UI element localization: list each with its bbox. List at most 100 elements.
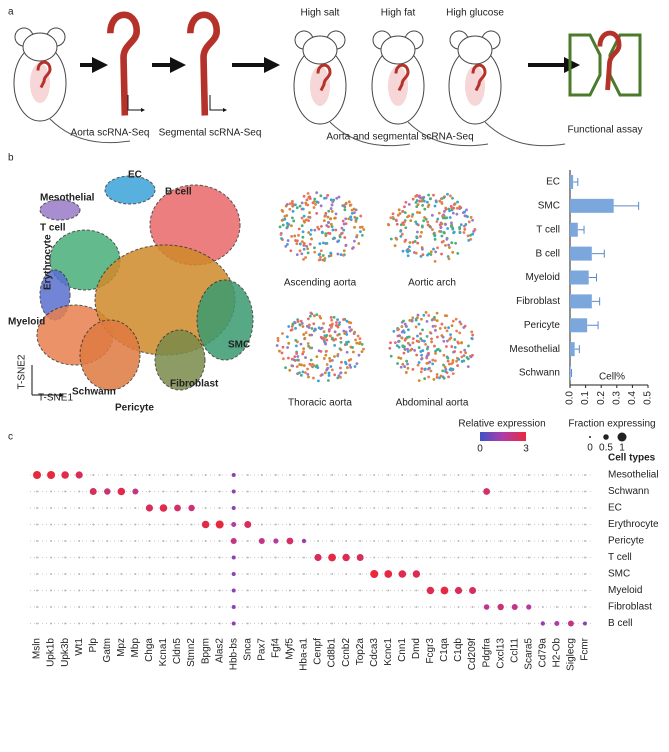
dot [541, 474, 544, 476]
tsne-point [326, 221, 330, 224]
dot [443, 474, 446, 476]
tsne-point [409, 219, 413, 223]
tsne-point [432, 193, 435, 197]
tsne-point [287, 325, 291, 328]
tsne-point [288, 202, 292, 206]
segment-title: Ascending aorta [284, 278, 357, 289]
tsne-point [467, 344, 470, 348]
tsne-point [302, 247, 306, 251]
tsne-point [296, 372, 299, 376]
tsne-point [317, 326, 321, 330]
dot [64, 606, 67, 608]
tsne-point [399, 356, 403, 360]
dot [345, 474, 348, 476]
tsne-point [358, 225, 362, 229]
dot [317, 622, 320, 625]
dot [415, 556, 418, 559]
dot [162, 523, 165, 526]
dot [471, 606, 474, 608]
tsne-point [460, 360, 464, 363]
row-label: Erythrocyte [608, 519, 659, 530]
dot [302, 589, 305, 592]
dot [457, 556, 460, 559]
assay-frame [568, 33, 642, 97]
dot [541, 540, 544, 542]
tsne-point [438, 229, 441, 233]
dot [429, 523, 432, 526]
tsne-point [451, 361, 455, 364]
dot [387, 589, 390, 592]
tsne-point [299, 373, 303, 377]
dot [499, 556, 502, 559]
tsne-point [421, 247, 424, 251]
tsne-point [417, 322, 421, 326]
tsne-point [343, 208, 347, 212]
dot [274, 507, 277, 509]
dot [485, 523, 488, 526]
tsne-point [285, 335, 289, 339]
tsne-point [329, 316, 333, 319]
tsne-point [300, 201, 304, 205]
legend-title: Fraction expressing [568, 419, 655, 430]
tsne-point [301, 235, 305, 239]
tsne-point [404, 200, 408, 204]
gene-label: Mpz [116, 638, 127, 657]
dot [120, 622, 123, 625]
dot [92, 606, 95, 608]
tsne-point [355, 234, 359, 237]
tsne-point [396, 362, 399, 365]
tsne-point [435, 311, 439, 315]
tsne-point [310, 312, 314, 316]
tsne-point [360, 350, 364, 354]
tsne-point [401, 344, 405, 348]
tsne-point [291, 216, 294, 220]
dot [359, 474, 362, 476]
bar [570, 246, 592, 261]
tsne-point [431, 324, 435, 328]
tsne-point [427, 193, 430, 197]
gene-label: Myf5 [285, 638, 296, 660]
tsne-point [443, 326, 447, 330]
tsne-point [317, 258, 321, 262]
tsne-point [446, 359, 450, 363]
tsne-point [430, 318, 434, 322]
condition-caption: Aorta and segmental scRNA-Seq [326, 132, 473, 143]
gene-label: Bpgm [200, 638, 211, 664]
tissue [465, 66, 485, 106]
tsne-point [434, 351, 437, 355]
dot [106, 622, 109, 625]
tsne-point [443, 210, 446, 213]
gene-label: Ccnb2 [341, 638, 352, 667]
dot [485, 540, 488, 542]
dot [33, 471, 42, 479]
tsne-point [403, 347, 407, 351]
dot [106, 573, 109, 575]
dot [457, 573, 460, 575]
tsne-point [327, 329, 331, 333]
tsne-point [302, 364, 306, 367]
dot [359, 589, 362, 592]
dot [331, 606, 334, 608]
tsne-point [326, 215, 330, 219]
dot [120, 540, 123, 542]
tsne-point [402, 351, 406, 355]
dot [176, 606, 179, 608]
tsne-point [404, 238, 408, 242]
dot [204, 622, 207, 625]
tsne-point [333, 330, 337, 334]
tsne-point [301, 207, 305, 211]
cluster-label: Fibroblast [170, 379, 219, 390]
tsne-point [447, 375, 450, 379]
size-key [617, 432, 627, 442]
legend-tick: 0 [587, 443, 593, 454]
tsne-point [359, 214, 363, 218]
dot [401, 474, 404, 476]
dot [288, 589, 291, 592]
tsne-point [303, 336, 307, 340]
dot [582, 621, 587, 626]
tsne-point [448, 368, 452, 372]
tsne-point [466, 365, 470, 369]
dot [485, 556, 488, 559]
tsne-point [308, 242, 312, 246]
tsne-point [414, 201, 418, 204]
